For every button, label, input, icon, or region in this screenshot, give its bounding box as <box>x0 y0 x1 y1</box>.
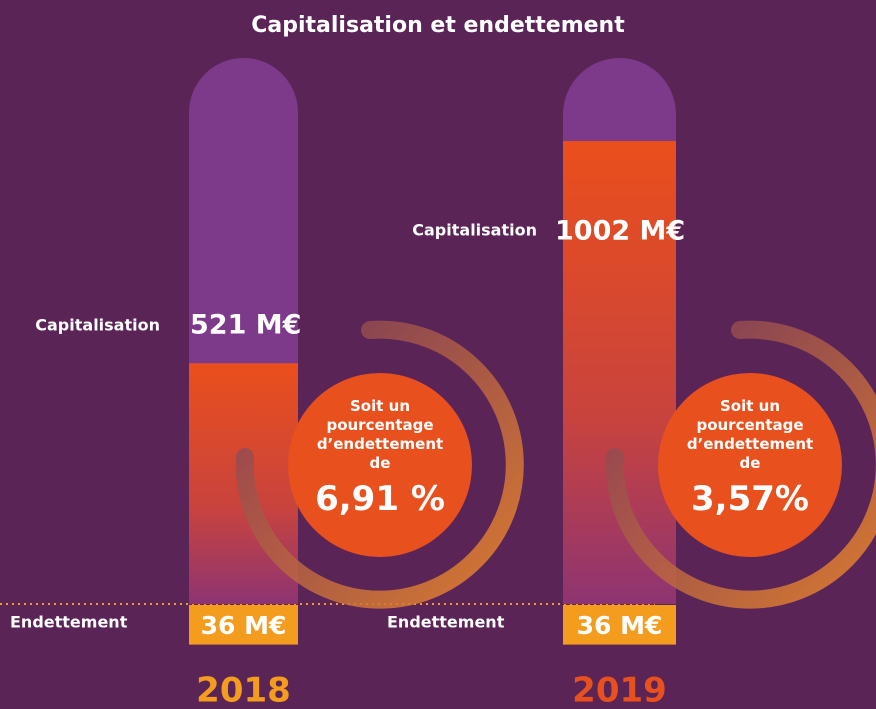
debt-value-label: 36 M€ <box>577 611 663 640</box>
series-label: Endettement <box>10 613 128 632</box>
value-label: 1002 M€ <box>555 216 685 247</box>
series-label: Capitalisation <box>412 221 537 240</box>
ratio-box: Soit un pourcentage d’endettement de 3,57… <box>675 397 825 519</box>
ratio-value: 3,57% <box>691 479 809 519</box>
ring <box>235 320 524 609</box>
series-label: Capitalisation <box>35 316 160 335</box>
value-label: 521 M€ <box>190 310 301 341</box>
debt-value-label: 36 M€ <box>201 611 287 640</box>
ratio-circle <box>658 373 842 557</box>
ratio-text: Soit un pourcentage d’endettement de <box>686 397 814 472</box>
ratio-circle <box>288 373 472 557</box>
chart-title: Capitalisation et endettement <box>251 13 625 38</box>
x-tick-label: 2019 <box>572 671 667 709</box>
ring <box>605 320 876 609</box>
series-label: Endettement <box>387 613 505 632</box>
ratio-value: 6,91 % <box>315 479 445 519</box>
ratio-box: Soit un pourcentage d’endettement de 6,91… <box>305 397 455 519</box>
bar <box>563 141 676 605</box>
ratio-text: Soit un pourcentage d’endettement de <box>316 397 444 472</box>
debt-bar <box>563 605 676 645</box>
x-tick-label: 2018 <box>196 671 291 709</box>
debt-bar <box>189 605 298 645</box>
